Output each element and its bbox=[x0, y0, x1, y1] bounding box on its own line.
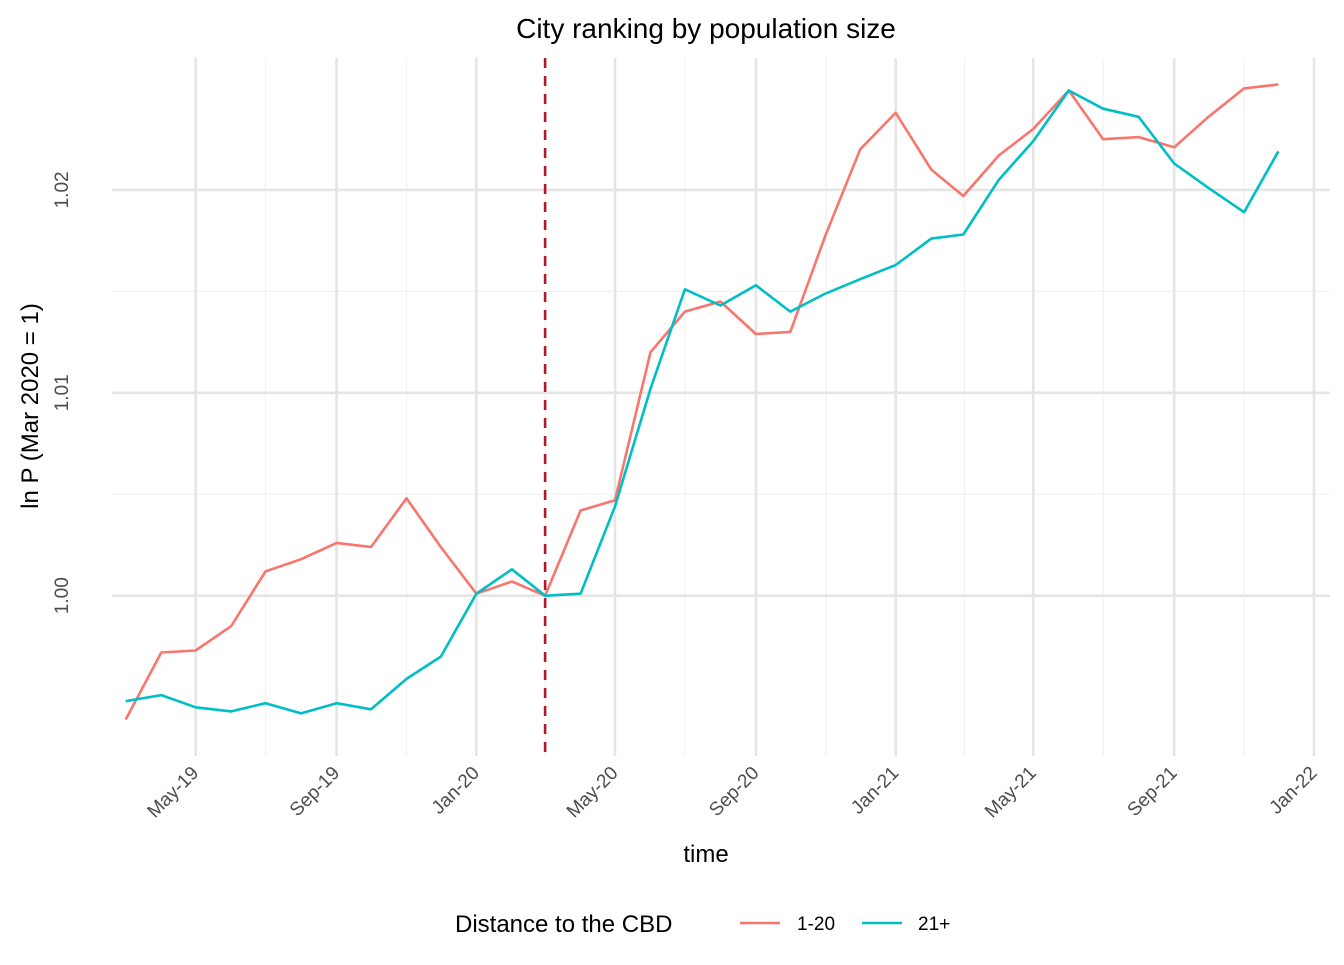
y-axis-title: ln P (Mar 2020 = 1) bbox=[17, 303, 44, 509]
grid bbox=[112, 58, 1330, 756]
y-tick-label: 1.00 bbox=[52, 577, 73, 614]
series-lines bbox=[124, 83, 1280, 721]
legend-title: Distance to the CBD bbox=[455, 911, 672, 938]
x-tick-label: Jan-20 bbox=[428, 763, 484, 819]
x-tick-label: Sep-19 bbox=[286, 763, 344, 821]
y-axis-ticks: 1.00 1.01 1.02 bbox=[52, 171, 73, 614]
x-tick-label: Jan-22 bbox=[1266, 763, 1322, 819]
x-tick-label: May-21 bbox=[981, 763, 1041, 823]
x-axis-ticks: May-19 Sep-19 Jan-20 May-20 Sep-20 Jan-21 May-… bbox=[144, 763, 1322, 823]
x-axis-title: time bbox=[683, 841, 728, 868]
x-tick-label: Sep-20 bbox=[705, 763, 763, 821]
series-line-1-20 bbox=[124, 83, 1279, 721]
x-tick-label: May-20 bbox=[563, 763, 623, 823]
x-tick-label: May-19 bbox=[144, 763, 204, 823]
legend: Distance to the CBD 1-20 21+ bbox=[455, 911, 950, 938]
y-tick-label: 1.01 bbox=[52, 374, 73, 411]
chart-title: City ranking by population size bbox=[516, 13, 896, 44]
series-line-21-plus bbox=[125, 89, 1280, 715]
legend-label-1-20: 1-20 bbox=[797, 914, 835, 935]
y-tick-label: 1.02 bbox=[52, 171, 73, 208]
x-tick-label: Jan-21 bbox=[847, 763, 903, 819]
x-tick-label: Sep-21 bbox=[1124, 763, 1182, 821]
legend-label-21-plus: 21+ bbox=[918, 914, 950, 935]
